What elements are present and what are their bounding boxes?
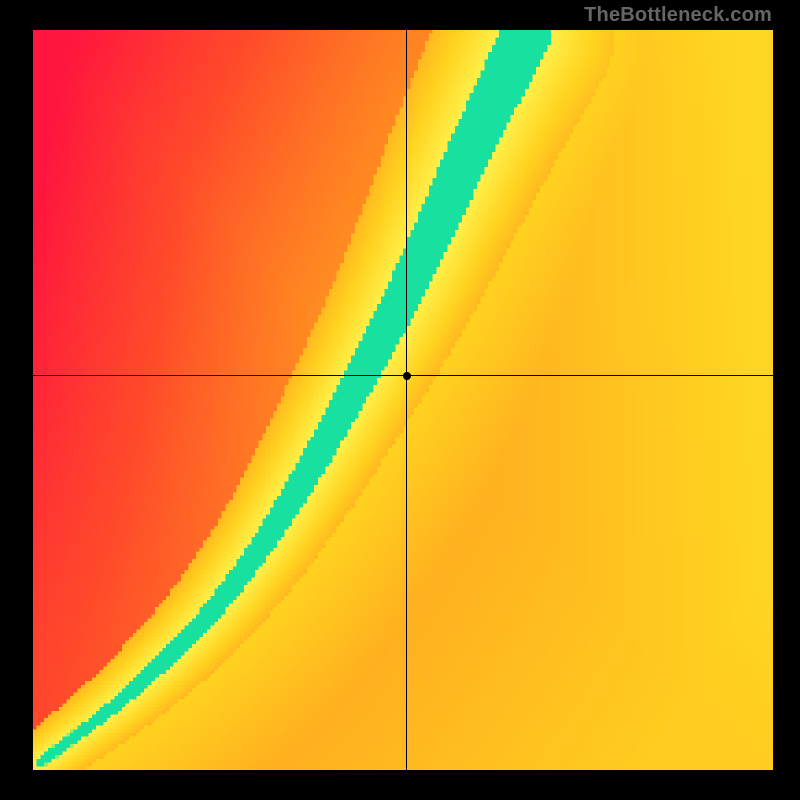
heatmap-canvas — [33, 30, 773, 770]
attribution-text: TheBottleneck.com — [584, 4, 772, 27]
crosshair-point — [403, 372, 411, 380]
chart-container: TheBottleneck.com — [0, 0, 800, 800]
crosshair-vertical — [406, 30, 407, 770]
